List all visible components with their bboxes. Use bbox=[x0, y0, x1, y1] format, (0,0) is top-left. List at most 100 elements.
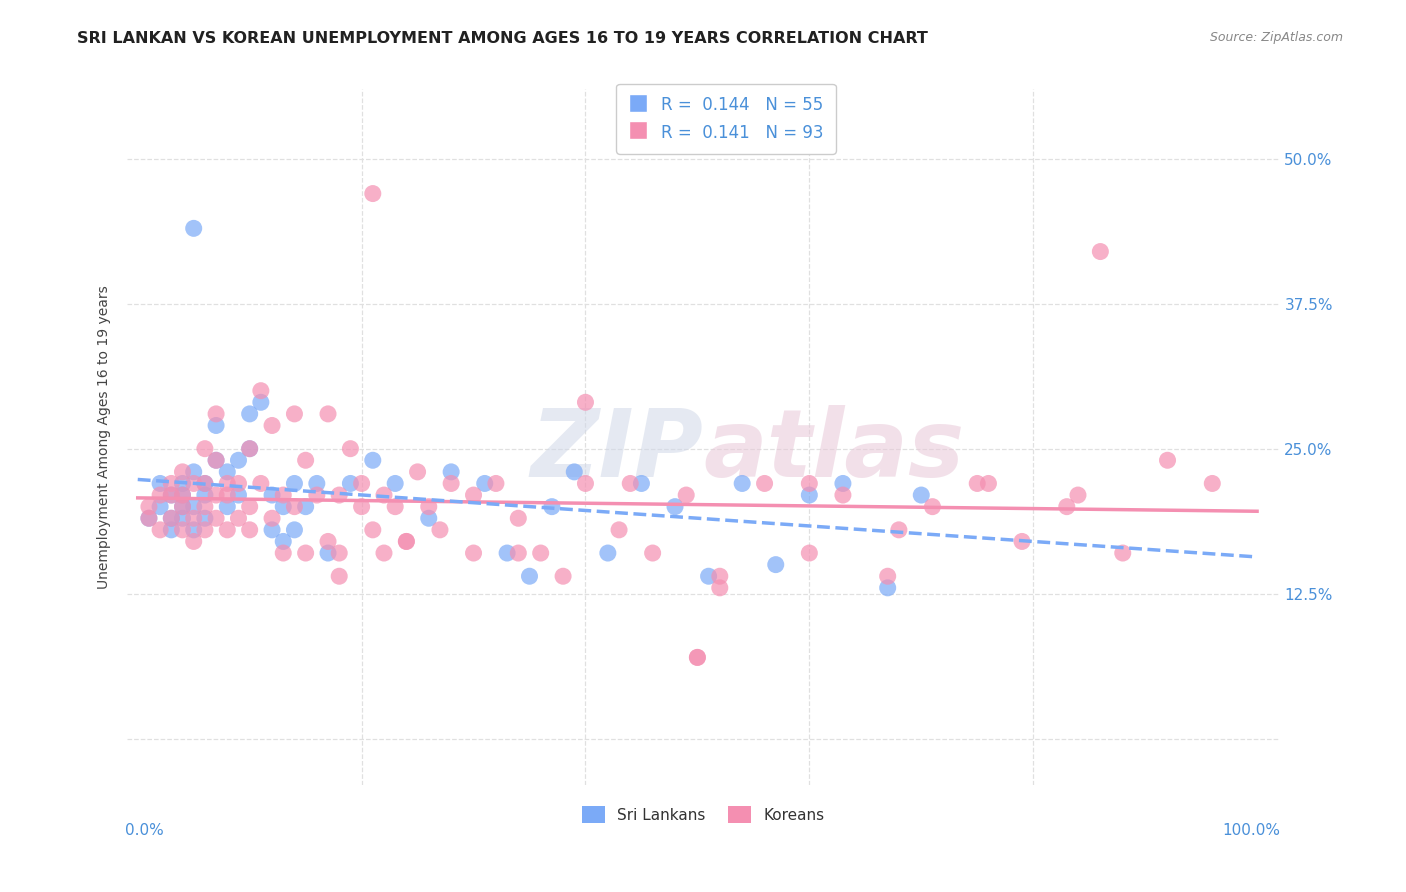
Point bbox=[361, 186, 384, 201]
Point bbox=[328, 569, 350, 583]
Point bbox=[149, 476, 172, 491]
Point bbox=[541, 500, 564, 514]
Point bbox=[339, 476, 361, 491]
Text: Source: ZipAtlas.com: Source: ZipAtlas.com bbox=[1209, 31, 1343, 45]
Point bbox=[350, 476, 373, 491]
Point bbox=[228, 511, 250, 525]
Point bbox=[294, 453, 316, 467]
Point bbox=[887, 523, 910, 537]
Point bbox=[305, 488, 328, 502]
Point bbox=[832, 488, 855, 502]
Point bbox=[1201, 476, 1223, 491]
Point bbox=[350, 500, 373, 514]
Point bbox=[1056, 500, 1078, 514]
Point bbox=[316, 534, 339, 549]
Point bbox=[519, 569, 541, 583]
Point bbox=[271, 546, 294, 560]
Point bbox=[395, 534, 418, 549]
Point bbox=[977, 476, 1000, 491]
Point bbox=[316, 407, 339, 421]
Text: ZIP: ZIP bbox=[530, 405, 703, 497]
Point bbox=[260, 418, 283, 433]
Point bbox=[172, 465, 194, 479]
Point bbox=[172, 500, 194, 514]
Point bbox=[508, 546, 530, 560]
Point bbox=[160, 488, 183, 502]
Point bbox=[194, 476, 217, 491]
Point bbox=[1156, 453, 1178, 467]
Point bbox=[418, 511, 440, 525]
Point bbox=[799, 476, 821, 491]
Point bbox=[183, 221, 205, 235]
Point bbox=[217, 488, 239, 502]
Point bbox=[876, 581, 898, 595]
Point bbox=[205, 453, 228, 467]
Point bbox=[474, 476, 496, 491]
Point bbox=[160, 488, 183, 502]
Point bbox=[194, 476, 217, 491]
Point bbox=[217, 465, 239, 479]
Point bbox=[463, 546, 485, 560]
Point bbox=[832, 476, 855, 491]
Point bbox=[574, 395, 596, 409]
Point bbox=[485, 476, 508, 491]
Point bbox=[373, 546, 395, 560]
Point bbox=[217, 523, 239, 537]
Point bbox=[260, 511, 283, 525]
Point bbox=[596, 546, 619, 560]
Point bbox=[373, 488, 395, 502]
Point bbox=[1090, 244, 1112, 259]
Point bbox=[508, 511, 530, 525]
Point bbox=[138, 511, 160, 525]
Point bbox=[194, 500, 217, 514]
Point bbox=[149, 523, 172, 537]
Point bbox=[250, 384, 273, 398]
Point bbox=[619, 476, 641, 491]
Point bbox=[271, 534, 294, 549]
Text: 0.0%: 0.0% bbox=[125, 823, 165, 838]
Point bbox=[260, 523, 283, 537]
Point bbox=[316, 546, 339, 560]
Point bbox=[160, 476, 183, 491]
Point bbox=[183, 523, 205, 537]
Point bbox=[966, 476, 988, 491]
Point bbox=[239, 442, 262, 456]
Point bbox=[239, 407, 262, 421]
Y-axis label: Unemployment Among Ages 16 to 19 years: Unemployment Among Ages 16 to 19 years bbox=[97, 285, 111, 589]
Point bbox=[921, 500, 943, 514]
Point bbox=[194, 523, 217, 537]
Point bbox=[217, 476, 239, 491]
Point bbox=[160, 523, 183, 537]
Point bbox=[630, 476, 652, 491]
Point bbox=[283, 500, 305, 514]
Point bbox=[283, 523, 305, 537]
Point bbox=[271, 500, 294, 514]
Point bbox=[183, 534, 205, 549]
Point bbox=[574, 476, 596, 491]
Point bbox=[709, 581, 731, 595]
Point bbox=[283, 407, 305, 421]
Point bbox=[183, 476, 205, 491]
Point bbox=[530, 546, 553, 560]
Point bbox=[361, 453, 384, 467]
Point bbox=[194, 442, 217, 456]
Point bbox=[709, 569, 731, 583]
Point bbox=[172, 488, 194, 502]
Point bbox=[418, 500, 440, 514]
Point bbox=[205, 511, 228, 525]
Point bbox=[328, 488, 350, 502]
Point bbox=[339, 442, 361, 456]
Point bbox=[194, 488, 217, 502]
Point bbox=[294, 546, 316, 560]
Point bbox=[361, 523, 384, 537]
Point bbox=[910, 488, 932, 502]
Point bbox=[160, 511, 183, 525]
Point bbox=[250, 476, 273, 491]
Point bbox=[551, 569, 574, 583]
Point bbox=[205, 453, 228, 467]
Point bbox=[228, 488, 250, 502]
Point bbox=[686, 650, 709, 665]
Point bbox=[765, 558, 787, 572]
Point bbox=[205, 488, 228, 502]
Point bbox=[149, 500, 172, 514]
